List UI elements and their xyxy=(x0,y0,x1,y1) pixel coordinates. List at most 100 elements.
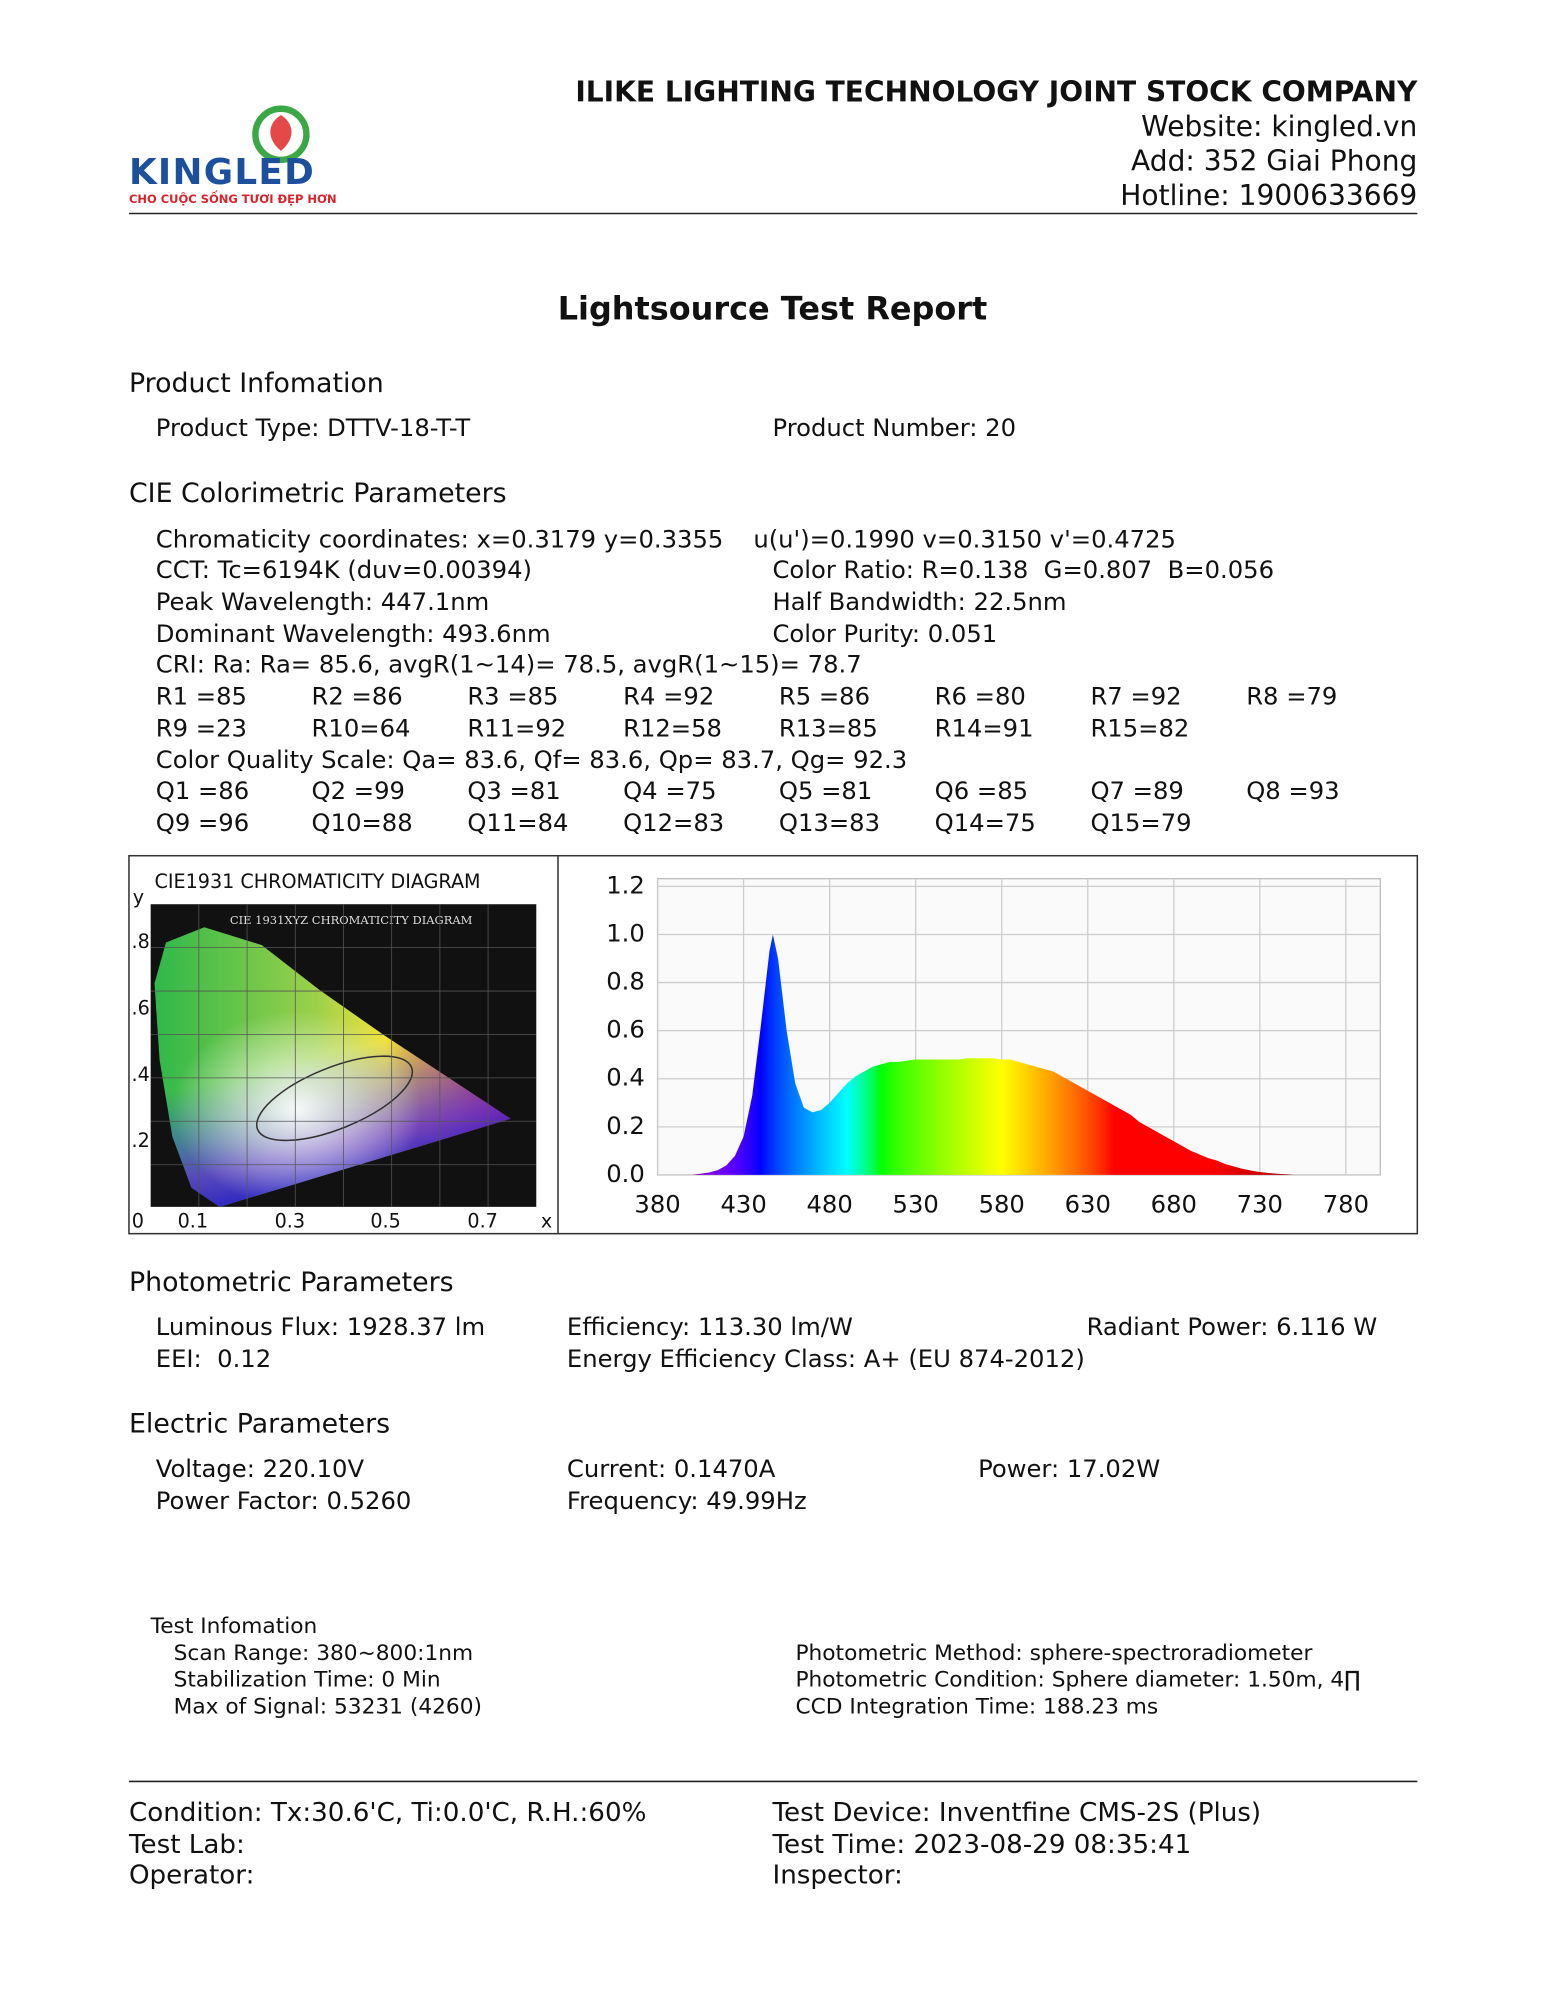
website: Website: kingled.vn xyxy=(1141,110,1417,143)
field: Q8 =93 xyxy=(1246,776,1339,805)
field: Color Ratio: R=0.138 G=0.807 B=0.056 xyxy=(773,555,1275,584)
field: Photometric Method: sphere-spectroradiom… xyxy=(795,1641,1312,1666)
field: CCT: Tc=6194K (duv=0.00394) xyxy=(156,555,532,584)
cie-x-tick: 0.1 xyxy=(178,1210,208,1233)
company-name: ILIKE LIGHTING TECHNOLOGY JOINT STOCK CO… xyxy=(575,75,1418,108)
logo-text: KINGLED xyxy=(129,152,315,193)
field: R9 =23 xyxy=(156,713,247,742)
y-tick-label: 1.0 xyxy=(606,918,645,947)
y-tick-label: 0.4 xyxy=(606,1063,645,1092)
field: Half Bandwidth: 22.5nm xyxy=(773,587,1067,616)
field: Q1 =86 xyxy=(156,776,249,805)
y-tick-label: 0.8 xyxy=(606,967,645,996)
field: Test Device: Inventfine CMS-2S (Plus) xyxy=(772,1798,1262,1828)
x-tick-label: 630 xyxy=(1065,1190,1111,1219)
cie-image-title: CIE 1931XYZ CHROMATICITY DIAGRAM xyxy=(230,913,473,927)
cie-y-tick: .8 xyxy=(132,930,150,953)
field: Color Quality Scale: Qa= 83.6, Qf= 83.6,… xyxy=(156,745,907,774)
cie-y-tick: .2 xyxy=(132,1129,150,1152)
field: Inspector: xyxy=(773,1860,903,1890)
cie-y-tick: .4 xyxy=(132,1063,150,1086)
logo-leaf xyxy=(270,115,292,151)
field: Chromaticity coordinates: x=0.3179 y=0.3… xyxy=(156,524,724,553)
field: CRI: Ra: Ra= 85.6, avgR(1~14)= 78.5, avg… xyxy=(156,649,862,678)
field: Q4 =75 xyxy=(623,776,716,805)
field: Dominant Wavelength: 493.6nm xyxy=(156,619,551,648)
y-tick-label: 0.6 xyxy=(606,1015,645,1044)
field: R11=92 xyxy=(467,713,566,742)
field: Q10=88 xyxy=(312,808,413,837)
field: R3 =85 xyxy=(467,681,558,710)
section-heading: CIE Colorimetric Parameters xyxy=(129,478,507,509)
hotline: Hotline: 1900633669 xyxy=(1120,179,1417,212)
field: EEI: 0.12 xyxy=(156,1344,271,1373)
field: Power Factor: 0.5260 xyxy=(156,1486,412,1515)
field: Power: 17.02W xyxy=(978,1454,1160,1483)
field: Peak Wavelength: 447.1nm xyxy=(156,587,489,616)
field: Q13=83 xyxy=(779,808,880,837)
y-tick-label: 1.2 xyxy=(606,870,645,899)
section-heading: Electric Parameters xyxy=(129,1409,390,1440)
field: Q9 =96 xyxy=(156,808,249,837)
y-tick-label: 0.0 xyxy=(606,1159,645,1188)
section-heading: Photometric Parameters xyxy=(129,1267,454,1298)
field: CCD Integration Time: 188.23 ms xyxy=(795,1694,1158,1719)
field: R15=82 xyxy=(1090,713,1189,742)
field: Q6 =85 xyxy=(935,776,1028,805)
field: Q3 =81 xyxy=(467,776,560,805)
report-title: Lightsource Test Report xyxy=(558,289,988,327)
field: Luminous Flux: 1928.37 lm xyxy=(156,1312,485,1341)
field: Test Lab: xyxy=(128,1830,245,1860)
field: R4 =92 xyxy=(623,681,714,710)
x-tick-label: 730 xyxy=(1237,1190,1283,1219)
field: Q15=79 xyxy=(1090,808,1191,837)
cie-x-tick: 0 xyxy=(132,1210,144,1233)
x-tick-label: 480 xyxy=(807,1190,853,1219)
field: R10=64 xyxy=(312,713,411,742)
cie-x-label: x xyxy=(541,1210,552,1233)
field: u(u')=0.1990 v=0.3150 v'=0.4725 xyxy=(753,524,1176,553)
field: R8 =79 xyxy=(1246,681,1337,710)
field: Q11=84 xyxy=(467,808,568,837)
field: Q2 =99 xyxy=(312,776,405,805)
field: Energy Efficiency Class: A+ (EU 874-2012… xyxy=(567,1344,1085,1373)
cie-x-tick: 0.7 xyxy=(467,1210,497,1233)
x-tick-label: 680 xyxy=(1151,1190,1197,1219)
section-heading: Test Infomation xyxy=(150,1614,318,1639)
section-heading: Product Infomation xyxy=(129,368,384,399)
chart-frame xyxy=(128,854,1419,1235)
spectrum-area xyxy=(691,934,1295,1175)
field: Q12=83 xyxy=(623,808,724,837)
field: Product Number: 20 xyxy=(773,413,1017,442)
field: Operator: xyxy=(129,1860,254,1890)
cie-ellipse xyxy=(255,1055,414,1142)
y-tick-label: 0.2 xyxy=(606,1111,645,1140)
field: Q5 =81 xyxy=(779,776,872,805)
cie-y-label: y xyxy=(133,885,144,908)
field: R13=85 xyxy=(779,713,878,742)
x-tick-label: 780 xyxy=(1323,1190,1369,1219)
field: Photometric Condition: Sphere diameter: … xyxy=(795,1668,1360,1693)
cie-title: CIE1931 CHROMATICITY DIAGRAM xyxy=(155,870,481,893)
field: Q14=75 xyxy=(935,808,1036,837)
field: Frequency: 49.99Hz xyxy=(567,1486,807,1515)
logo: KINGLED CHO CUỘC SỐNG TƯƠI ĐẸP HƠN xyxy=(129,105,337,206)
cie-x-tick: 0.3 xyxy=(275,1210,305,1233)
field: Efficiency: 113.30 lm/W xyxy=(567,1312,853,1341)
field: R2 =86 xyxy=(312,681,403,710)
cie-y-tick: .6 xyxy=(132,996,150,1019)
field: R7 =92 xyxy=(1090,681,1181,710)
field: Scan Range: 380~800:1nm xyxy=(174,1641,474,1666)
field: R12=58 xyxy=(623,713,722,742)
field: R5 =86 xyxy=(779,681,870,710)
address: Add: 352 Giai Phong xyxy=(1131,144,1417,177)
x-tick-label: 580 xyxy=(979,1190,1025,1219)
field: Color Purity: 0.051 xyxy=(773,619,998,648)
field: R14=91 xyxy=(935,713,1034,742)
field: Test Time: 2023-08-29 08:35:41 xyxy=(772,1830,1192,1860)
field: R6 =80 xyxy=(935,681,1026,710)
field: Stabilization Time: 0 Min xyxy=(174,1668,441,1693)
cie-x-tick: 0.5 xyxy=(370,1210,400,1233)
